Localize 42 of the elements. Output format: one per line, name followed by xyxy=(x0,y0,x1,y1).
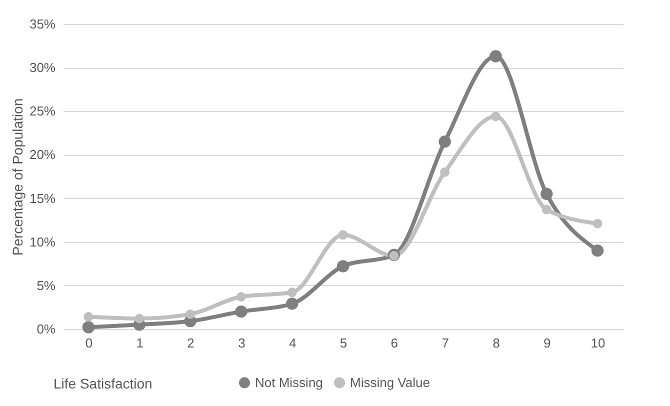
x-tick-label: 8 xyxy=(492,336,500,350)
point xyxy=(235,305,248,318)
y-tick-label: 35% xyxy=(29,16,56,32)
point xyxy=(490,50,502,62)
x-tick-label: 3 xyxy=(238,336,246,350)
point xyxy=(134,314,144,324)
point xyxy=(286,298,298,310)
y-tick-label: 25% xyxy=(29,104,56,119)
x-tick-label: 1 xyxy=(136,336,144,350)
point xyxy=(186,309,196,319)
y-tick-label: 10% xyxy=(29,234,56,250)
point xyxy=(542,204,552,214)
point xyxy=(287,288,297,298)
point xyxy=(591,244,604,257)
x-tick-label: 9 xyxy=(544,336,551,350)
y-axis-title: Percentage of Population xyxy=(9,98,26,256)
point xyxy=(82,321,95,334)
legend-label: Not Missing xyxy=(255,374,323,390)
x-tick-label: 7 xyxy=(442,336,449,350)
y-tick-label: 5% xyxy=(36,278,56,293)
y-tick-label: 0% xyxy=(36,322,56,336)
point xyxy=(389,251,399,261)
point xyxy=(336,260,350,272)
y-tick-label: 20% xyxy=(29,147,56,162)
point xyxy=(236,292,246,302)
point xyxy=(592,218,602,228)
x-tick-label: 0 xyxy=(85,336,93,350)
x-tick-label: 4 xyxy=(288,336,296,350)
x-tick-label: 5 xyxy=(340,336,348,350)
point xyxy=(440,167,450,177)
point xyxy=(84,312,94,322)
x-axis-title: Life Satisfaction xyxy=(54,376,152,392)
point xyxy=(540,188,553,200)
point xyxy=(490,112,500,122)
x-tick-label: 6 xyxy=(390,336,398,350)
y-tick-label: 30% xyxy=(29,60,56,76)
point xyxy=(338,230,348,240)
y-tick-label: 15% xyxy=(29,190,56,206)
x-tick-label: 10 xyxy=(590,336,606,350)
x-tick-label: 2 xyxy=(187,336,194,350)
legend-label: Missing Value xyxy=(350,374,430,390)
point xyxy=(438,136,451,148)
